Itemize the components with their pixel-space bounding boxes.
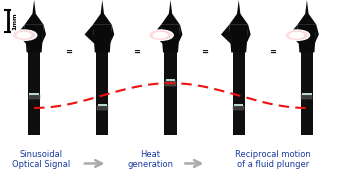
- Text: 1mm: 1mm: [12, 12, 17, 29]
- Circle shape: [150, 31, 170, 39]
- Polygon shape: [297, 25, 316, 52]
- FancyBboxPatch shape: [301, 52, 313, 135]
- FancyBboxPatch shape: [166, 79, 175, 81]
- Text: =: =: [65, 48, 72, 57]
- FancyBboxPatch shape: [29, 93, 39, 94]
- Polygon shape: [25, 0, 44, 25]
- Circle shape: [147, 30, 173, 40]
- FancyBboxPatch shape: [98, 104, 107, 105]
- FancyBboxPatch shape: [301, 94, 312, 99]
- Polygon shape: [16, 25, 27, 44]
- Text: =: =: [201, 48, 208, 57]
- Text: Heat
generation: Heat generation: [127, 150, 173, 169]
- Text: =: =: [269, 48, 276, 57]
- Polygon shape: [42, 25, 46, 44]
- Circle shape: [284, 30, 310, 40]
- Polygon shape: [221, 25, 231, 44]
- Polygon shape: [93, 25, 112, 52]
- Text: Reciprocal motion
of a fluid plunger: Reciprocal motion of a fluid plunger: [235, 150, 311, 169]
- Polygon shape: [93, 0, 112, 25]
- Polygon shape: [110, 25, 114, 44]
- FancyBboxPatch shape: [96, 52, 108, 135]
- Text: Sinusoidal
Optical Signal: Sinusoidal Optical Signal: [12, 150, 70, 169]
- Circle shape: [14, 31, 34, 39]
- Polygon shape: [25, 25, 44, 52]
- FancyBboxPatch shape: [165, 81, 176, 86]
- Polygon shape: [161, 25, 180, 52]
- Polygon shape: [289, 25, 299, 44]
- Circle shape: [17, 33, 31, 38]
- Circle shape: [11, 30, 37, 40]
- FancyBboxPatch shape: [233, 105, 244, 110]
- Polygon shape: [229, 25, 248, 52]
- Circle shape: [286, 31, 307, 39]
- Polygon shape: [229, 0, 248, 25]
- FancyBboxPatch shape: [164, 52, 177, 135]
- Polygon shape: [178, 25, 182, 44]
- Circle shape: [153, 33, 167, 38]
- Polygon shape: [153, 25, 163, 44]
- Text: =: =: [133, 48, 140, 57]
- FancyBboxPatch shape: [302, 93, 312, 94]
- FancyBboxPatch shape: [29, 94, 40, 99]
- FancyBboxPatch shape: [28, 52, 40, 135]
- Polygon shape: [161, 0, 180, 25]
- Polygon shape: [314, 25, 319, 44]
- Polygon shape: [297, 0, 316, 25]
- Polygon shape: [246, 25, 251, 44]
- FancyBboxPatch shape: [233, 52, 245, 135]
- Circle shape: [290, 33, 303, 38]
- FancyBboxPatch shape: [97, 105, 108, 110]
- Polygon shape: [85, 25, 95, 44]
- FancyBboxPatch shape: [234, 104, 243, 105]
